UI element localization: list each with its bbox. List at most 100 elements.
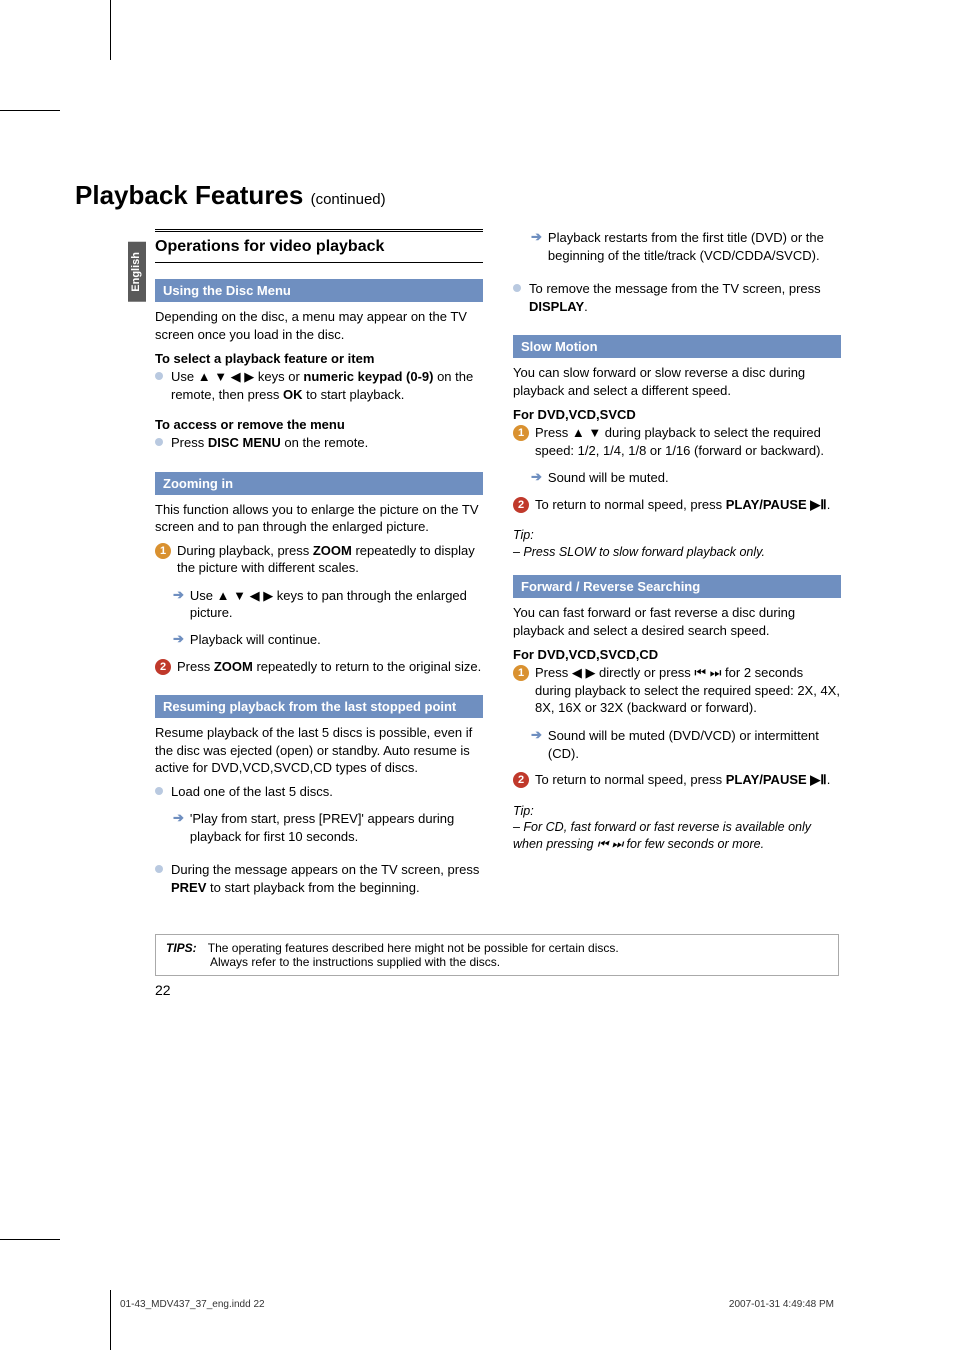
crop-mark [0, 110, 60, 111]
page-title-main: Playback Features [75, 180, 311, 210]
text-span: . [827, 497, 831, 512]
tip-label: Tip: [513, 803, 841, 820]
search-step-1-text: Press ◀ ▶ directly or press ⏮ ⏭ for 2 se… [535, 664, 841, 717]
zoom-step-2: 2 Press ZOOM repeatedly to return to the… [155, 658, 483, 682]
access-menu-bullet: Press DISC MENU on the remote. [155, 434, 483, 458]
disc-menu-intro: Depending on the disc, a menu may appear… [155, 308, 483, 343]
step-number-2-icon: 2 [513, 497, 529, 513]
resume-intro: Resume playback of the last 5 discs is p… [155, 724, 483, 777]
zoom-intro: This function allows you to enlarge the … [155, 501, 483, 536]
access-menu-text: Press DISC MENU on the remote. [171, 434, 368, 452]
left-column: Operations for video playback Using the … [155, 229, 483, 906]
tips-label: TIPS: [166, 941, 197, 955]
resume-arrow-1-text: 'Play from start, press [PREV]' appears … [190, 810, 483, 845]
language-tab: English [128, 242, 146, 302]
select-feature-bullet: Use ▲ ▼ ◀ ▶ keys or numeric keypad (0-9)… [155, 368, 483, 409]
text-bold: PLAY/PAUSE ▶Ⅱ [726, 772, 827, 787]
step-number-1-icon: 1 [513, 665, 529, 681]
arrow-icon: ➔ [531, 469, 542, 485]
resume-cont-text: Playback restarts from the first title (… [548, 229, 841, 264]
text-span: . [827, 772, 831, 787]
select-feature-text: Use ▲ ▼ ◀ ▶ keys or numeric keypad (0-9)… [171, 368, 483, 403]
text-span: During playback, press [177, 543, 313, 558]
footer-right: 2007-01-31 4:49:48 PM [729, 1299, 834, 1310]
select-feature-heading: To select a playback feature or item [155, 351, 483, 366]
zoom-arrow-1-text: Use ▲ ▼ ◀ ▶ keys to pan through the enla… [190, 587, 483, 622]
heading-zoom: Zooming in [155, 472, 483, 495]
search-tip: Tip: – For CD, fast forward or fast reve… [513, 803, 841, 854]
columns-wrapper: Operations for video playback Using the … [155, 229, 879, 906]
text-span: . [584, 299, 588, 314]
text-bold: OK [283, 387, 303, 402]
step-number-2-icon: 2 [155, 659, 171, 675]
section-heading: Operations for video playback [155, 229, 483, 263]
page-content: Playback Features (continued) Operations… [0, 0, 954, 1038]
heading-resume: Resuming playback from the last stopped … [155, 695, 483, 718]
zoom-arrow-2: ➔ Playback will continue. [173, 631, 483, 655]
heading-search: Forward / Reverse Searching [513, 575, 841, 598]
search-step-1: 1 Press ◀ ▶ directly or press ⏮ ⏭ for 2 … [513, 664, 841, 723]
resume-cont-arrow: ➔ Playback restarts from the first title… [531, 229, 841, 270]
resume-bullet-3-text: To remove the message from the TV screen… [529, 280, 841, 315]
zoom-arrow-2-text: Playback will continue. [190, 631, 321, 649]
step-number-2-icon: 2 [513, 772, 529, 788]
footer-left: 01-43_MDV437_37_eng.indd 22 [120, 1299, 265, 1310]
page-number: 22 [155, 982, 879, 998]
step-number-1-icon: 1 [513, 425, 529, 441]
heading-slow: Slow Motion [513, 335, 841, 358]
slow-arrow-1-text: Sound will be muted. [548, 469, 669, 487]
search-step-2: 2 To return to normal speed, press PLAY/… [513, 771, 841, 795]
text-span: to start playback from the beginning. [206, 880, 419, 895]
slow-tip: Tip: – Press SLOW to slow forward playba… [513, 527, 841, 561]
text-bold: PREV [171, 880, 206, 895]
footer-meta: 01-43_MDV437_37_eng.indd 22 2007-01-31 4… [120, 1299, 834, 1310]
search-for-heading: For DVD,VCD,SVCD,CD [513, 647, 841, 662]
step-number-1-icon: 1 [155, 543, 171, 559]
crop-mark [110, 1290, 111, 1350]
resume-bullet-1-text: Load one of the last 5 discs. [171, 783, 333, 801]
crop-mark [110, 0, 111, 60]
resume-bullet-3: To remove the message from the TV screen… [513, 280, 841, 321]
crop-mark [0, 1239, 60, 1240]
text-bold: DISC MENU [208, 435, 281, 450]
resume-bullet-2: During the message appears on the TV scr… [155, 861, 483, 902]
zoom-step-1: 1 During playback, press ZOOM repeatedly… [155, 542, 483, 583]
heading-disc-menu: Using the Disc Menu [155, 279, 483, 302]
right-column: ➔ Playback restarts from the first title… [513, 229, 841, 906]
slow-step-2-text: To return to normal speed, press PLAY/PA… [535, 496, 830, 514]
zoom-arrow-1: ➔ Use ▲ ▼ ◀ ▶ keys to pan through the en… [173, 587, 483, 628]
bullet-icon [155, 787, 163, 795]
arrow-icon: ➔ [531, 727, 542, 743]
text-bold: PLAY/PAUSE ▶Ⅱ [726, 497, 827, 512]
text-span: To return to normal speed, press [535, 497, 726, 512]
arrow-icon: ➔ [531, 229, 542, 245]
text-span: Press [177, 659, 214, 674]
slow-step-1-text: Press ▲ ▼ during playback to select the … [535, 424, 841, 459]
slow-arrow-1: ➔ Sound will be muted. [531, 469, 841, 493]
slow-step-1: 1 Press ▲ ▼ during playback to select th… [513, 424, 841, 465]
text-span: Press [171, 435, 208, 450]
search-arrow-1: ➔ Sound will be muted (DVD/VCD) or inter… [531, 727, 841, 768]
search-arrow-1-text: Sound will be muted (DVD/VCD) or intermi… [548, 727, 841, 762]
text-bold: numeric keypad (0-9) [303, 369, 433, 384]
bullet-icon [155, 865, 163, 873]
search-intro: You can fast forward or fast reverse a d… [513, 604, 841, 639]
text-span: To remove the message from the TV screen… [529, 281, 821, 296]
zoom-step-2-text: Press ZOOM repeatedly to return to the o… [177, 658, 481, 676]
text-bold: ZOOM [214, 659, 253, 674]
resume-bullet-1: Load one of the last 5 discs. [155, 783, 483, 807]
page-title-continued: (continued) [311, 191, 386, 208]
resume-bullet-2-text: During the message appears on the TV scr… [171, 861, 483, 896]
text-bold: DISPLAY [529, 299, 584, 314]
text-span: To return to normal speed, press [535, 772, 726, 787]
text-span: to start playback. [303, 387, 405, 402]
arrow-icon: ➔ [173, 810, 184, 826]
arrow-icon: ➔ [173, 587, 184, 603]
resume-arrow-1: ➔ 'Play from start, press [PREV]' appear… [173, 810, 483, 851]
text-span: During the message appears on the TV scr… [171, 862, 479, 877]
access-menu-heading: To access or remove the menu [155, 417, 483, 432]
slow-intro: You can slow forward or slow reverse a d… [513, 364, 841, 399]
text-span: Use ▲ ▼ ◀ ▶ keys or [171, 369, 303, 384]
zoom-step-1-text: During playback, press ZOOM repeatedly t… [177, 542, 483, 577]
text-span: on the remote. [281, 435, 368, 450]
